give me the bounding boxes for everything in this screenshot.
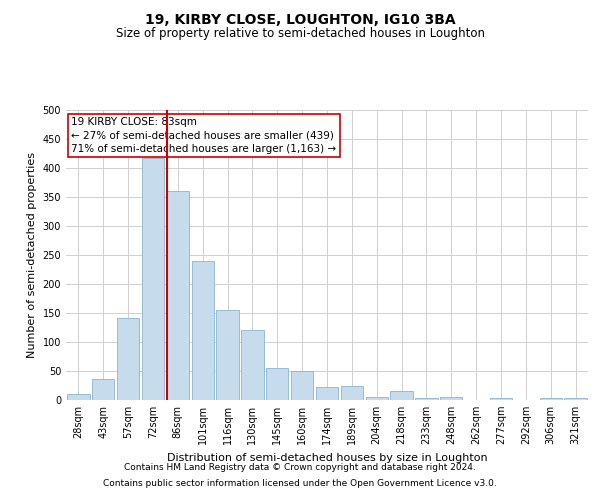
Bar (490, 398, 512, 400)
Text: 19, KIRBY CLOSE, LOUGHTON, IG10 3BA: 19, KIRBY CLOSE, LOUGHTON, IG10 3BA (145, 12, 455, 26)
Bar (142, 158, 164, 400)
Bar (565, 398, 587, 400)
Text: Contains HM Land Registry data © Crown copyright and database right 2024.: Contains HM Land Registry data © Crown c… (124, 464, 476, 472)
X-axis label: Distribution of semi-detached houses by size in Loughton: Distribution of semi-detached houses by … (167, 452, 487, 462)
Bar (117, 318, 139, 400)
Bar (217, 310, 239, 400)
Bar (67, 394, 89, 400)
Y-axis label: Number of semi-detached properties: Number of semi-detached properties (27, 152, 37, 358)
Bar (241, 330, 263, 400)
Bar (365, 396, 388, 400)
Bar (539, 398, 562, 400)
Bar (391, 392, 413, 400)
Bar (291, 371, 313, 400)
Bar (92, 379, 115, 400)
Bar (191, 262, 214, 400)
Bar (316, 387, 338, 400)
Bar (415, 398, 437, 400)
Text: Size of property relative to semi-detached houses in Loughton: Size of property relative to semi-detach… (115, 28, 485, 40)
Bar (341, 386, 363, 400)
Text: Contains public sector information licensed under the Open Government Licence v3: Contains public sector information licen… (103, 478, 497, 488)
Bar (266, 368, 289, 400)
Bar (440, 396, 463, 400)
Bar (167, 191, 189, 400)
Text: 19 KIRBY CLOSE: 83sqm
← 27% of semi-detached houses are smaller (439)
71% of sem: 19 KIRBY CLOSE: 83sqm ← 27% of semi-deta… (71, 117, 337, 154)
